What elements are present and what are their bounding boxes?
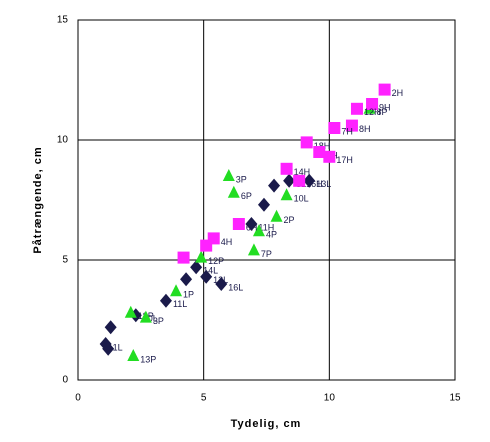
point-label: 1L: [113, 342, 123, 352]
point-label: 6P: [241, 191, 252, 201]
point-label: 12H: [364, 107, 381, 117]
point: [293, 174, 306, 187]
point: [170, 284, 183, 297]
point: [300, 136, 313, 149]
point-label: 3P: [236, 174, 247, 184]
point: [280, 188, 293, 201]
point: [345, 119, 358, 132]
point: [328, 122, 341, 134]
point: [104, 320, 117, 335]
point: [268, 178, 281, 193]
point-label: 8H: [359, 124, 371, 134]
point: [247, 243, 260, 256]
point: [222, 169, 235, 181]
point: [124, 305, 137, 318]
point-label: 14L: [203, 266, 218, 276]
point-label: 1P: [183, 290, 194, 300]
point: [195, 250, 208, 263]
point-label: 18H: [314, 141, 331, 151]
point: [127, 349, 140, 361]
point: [177, 251, 190, 264]
point-label: 2H: [392, 88, 404, 98]
point-label: 17H: [336, 155, 353, 165]
point: [102, 341, 115, 356]
x-tick-label: 10: [324, 393, 336, 404]
point: [200, 269, 213, 284]
point-label: 11L: [173, 299, 187, 309]
point-label: 9H: [379, 102, 391, 112]
point-label: 14H: [294, 167, 311, 177]
y-tick-label: 0: [62, 375, 68, 386]
y-tick-label: 5: [62, 255, 68, 266]
point: [252, 224, 265, 237]
point: [232, 218, 245, 230]
point: [280, 162, 293, 175]
point: [215, 277, 228, 291]
point: [227, 185, 240, 198]
y-tick-label: 10: [57, 135, 69, 146]
point: [139, 310, 152, 323]
point: [283, 173, 296, 188]
point: [270, 209, 283, 222]
point: [190, 260, 203, 275]
y-tick-label: 15: [57, 15, 69, 26]
point: [257, 197, 270, 212]
point-label: 12P: [208, 256, 224, 266]
point: [378, 83, 391, 96]
x-tick-label: 0: [75, 393, 81, 404]
point-label: 16H: [306, 179, 323, 189]
point: [200, 239, 213, 252]
point: [180, 272, 193, 287]
point: [313, 146, 326, 158]
point-label: 10L: [143, 314, 158, 324]
point-label: 6H: [246, 222, 258, 232]
point-label: 16L: [228, 282, 243, 292]
y-axis-title: Påtrængende, cm: [32, 146, 44, 253]
plot-area: [77, 19, 456, 381]
x-axis-title: Tydelig, cm: [231, 418, 302, 430]
point: [245, 217, 258, 231]
point: [350, 102, 363, 115]
point: [303, 173, 316, 188]
point-label: 8P: [377, 107, 388, 117]
x-tick-label: 5: [201, 393, 207, 404]
point-label: 10L: [294, 194, 309, 204]
x-tick-label: 15: [449, 393, 461, 404]
point-label: 13P: [140, 354, 156, 364]
point-label: 4P: [266, 230, 277, 240]
point-label: 11H: [258, 222, 274, 232]
point-label: 3P: [153, 316, 164, 326]
point: [159, 293, 172, 308]
point-label: 2P: [284, 215, 295, 225]
point-label: 4H: [221, 237, 233, 247]
point: [366, 98, 379, 110]
point-label: 7H: [341, 126, 353, 136]
point-label: 13L: [316, 179, 331, 189]
point-label: 7P: [261, 249, 272, 259]
point: [323, 150, 336, 163]
